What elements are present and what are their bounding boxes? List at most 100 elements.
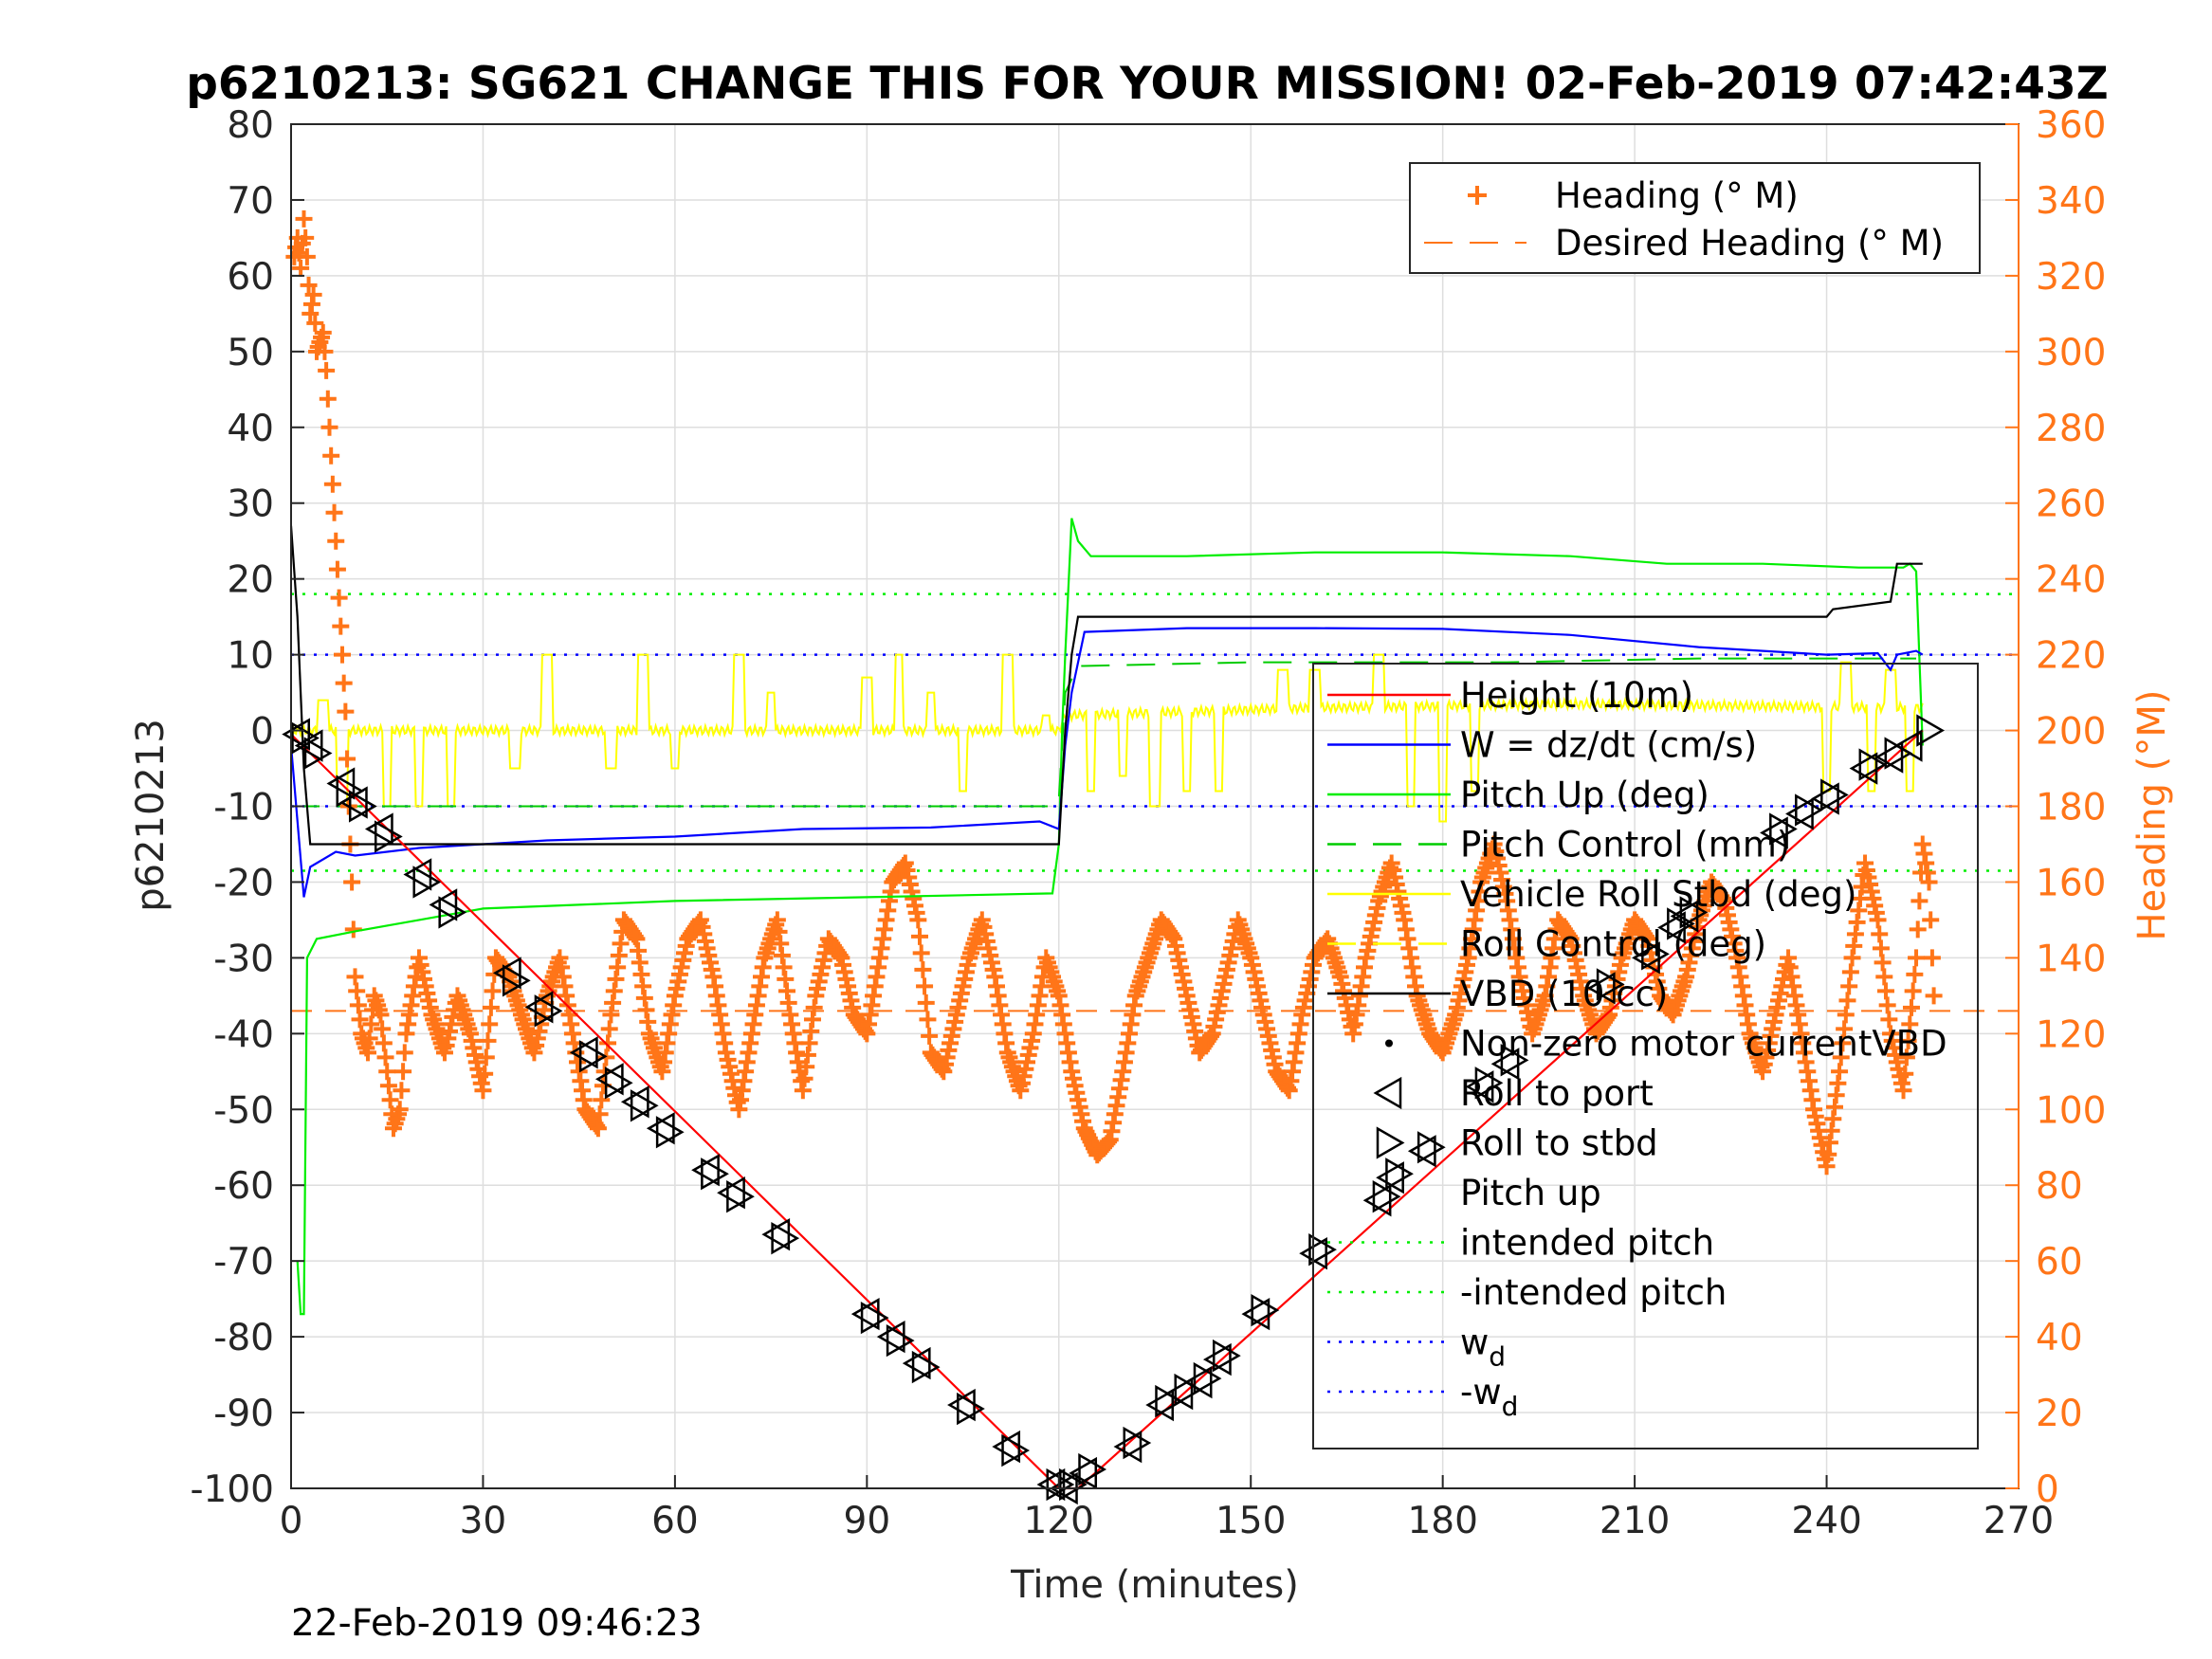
heading-point (1899, 1031, 1917, 1049)
heading-point (332, 617, 350, 635)
heading-point (330, 589, 348, 607)
right-y-tick-label: 40 (2036, 1317, 2083, 1359)
heading-point (919, 1011, 937, 1029)
heading-point (325, 503, 343, 521)
roll-stbd-marker (578, 1040, 608, 1073)
left-y-tick-label: 0 (250, 711, 274, 754)
heading-point (298, 247, 316, 265)
heading-point (314, 323, 332, 341)
heading-point (327, 532, 345, 550)
heading-point (921, 1027, 939, 1045)
roll-stbd-marker (1308, 1233, 1337, 1267)
x-tick-label: 180 (1407, 1500, 1477, 1542)
right-y-tick-label: 320 (2036, 256, 2106, 299)
heading-point (917, 994, 935, 1012)
series-layer (285, 210, 2019, 1490)
roll-stbd-marker (348, 790, 377, 823)
left-y-tick-label: -60 (213, 1165, 274, 1208)
roll-stbd-marker (1385, 1158, 1414, 1191)
left-y-tick-label: 10 (227, 635, 274, 678)
x-tick-label: 0 (280, 1500, 303, 1542)
legend-label: Pitch Up (deg) (1460, 775, 1709, 815)
left-y-tick-label: -50 (213, 1089, 274, 1132)
right-y-tick-label: 220 (2036, 635, 2106, 678)
heading-point (479, 1031, 497, 1049)
roll-stbd-marker (655, 1116, 685, 1149)
roll-stbd-marker (1251, 1293, 1280, 1327)
roll-stbd-marker (1596, 968, 1625, 1001)
heading-point (318, 361, 336, 379)
x-tick-label: 150 (1216, 1500, 1286, 1542)
markers-layer (282, 714, 1946, 1505)
roll-stbd-marker (1858, 748, 1888, 781)
right-y-tick-label: 280 (2036, 408, 2106, 450)
roll-stbd-marker (374, 820, 403, 853)
roll-stbd-marker (1001, 1433, 1031, 1468)
heading-point (1922, 911, 1940, 929)
right-y-tick-label: 120 (2036, 1013, 2106, 1056)
heading-point (1909, 921, 1927, 939)
roll-stbd-marker (911, 1350, 941, 1384)
right-y-tick-label: 260 (2036, 483, 2106, 526)
legend-heading-label: Heading (° M) (1555, 175, 1799, 216)
x-tick-label: 90 (844, 1500, 891, 1542)
heading-point (320, 418, 338, 436)
heading-point (1894, 1082, 1912, 1100)
roll-stbd-marker (1155, 1384, 1184, 1418)
legend-label: Height (10m) (1460, 675, 1693, 716)
heading-point (295, 210, 313, 228)
x-tick-label: 210 (1600, 1500, 1670, 1542)
roll-stbd-marker (1174, 1373, 1203, 1407)
heading-point (1897, 1048, 1915, 1066)
roll-stbd-marker (1059, 1468, 1088, 1502)
legend-label: VBD (10 cc) (1460, 974, 1668, 1014)
roll-stbd-marker (1123, 1426, 1152, 1460)
legend-label: Roll Control (deg) (1460, 924, 1766, 965)
roll-stbd-marker (1884, 737, 1913, 770)
legend-label: W = dz/dt (cm/s) (1460, 725, 1757, 766)
heading-point (1896, 1065, 1914, 1083)
heading-point (300, 276, 318, 294)
roll-stbd-marker (438, 896, 467, 929)
heading-point (393, 1082, 411, 1100)
roll-stbd-marker (957, 1392, 985, 1426)
heading-point (333, 646, 351, 664)
heading-point (1920, 873, 1938, 891)
heading-point (474, 1082, 492, 1100)
x-tick-label: 120 (1024, 1500, 1094, 1542)
roll-stbd-marker (1641, 938, 1670, 971)
heading-point (394, 1063, 412, 1081)
heading-point (328, 560, 346, 578)
roll-stbd-marker (1916, 714, 1946, 747)
roll-stbd-marker (412, 866, 442, 899)
roll-port-marker (492, 957, 521, 990)
right-y-axis-label: Heading (°M) (2130, 690, 2174, 941)
heading-point (337, 702, 355, 720)
right-y-tick-label: 60 (2036, 1241, 2083, 1284)
heading-point (911, 927, 929, 945)
roll-stbd-marker (630, 1089, 659, 1122)
heading-point (290, 244, 308, 262)
heading-point (484, 982, 502, 1000)
right-y-tick-label: 180 (2036, 787, 2106, 830)
pitch-control-series (291, 657, 1916, 808)
heading-point (306, 314, 324, 332)
left-y-axis-label: p6210213 (129, 719, 173, 912)
x-tick-label: 270 (1983, 1500, 2054, 1542)
roll-stbd-marker (771, 1222, 800, 1255)
heading-point (322, 447, 340, 465)
left-y-tick-label: -100 (190, 1468, 274, 1511)
heading-series (285, 210, 1943, 1176)
left-y-tick-label: 30 (227, 483, 274, 526)
legend-swatch (1376, 1126, 1405, 1159)
chart-title: p6210213: SG621 CHANGE THIS FOR YOUR MIS… (186, 58, 2109, 110)
roll-stbd-marker (1820, 778, 1849, 811)
heading-point (477, 1048, 495, 1066)
roll-port-marker (429, 888, 458, 921)
legend-label: Non-zero motor currentVBD (1460, 1024, 1947, 1065)
left-y-tick-label: 80 (227, 104, 274, 147)
heading-point (1902, 998, 1920, 1016)
print-timestamp: 22-Feb-2019 09:46:23 (291, 1602, 703, 1645)
left-y-tick-label: -20 (213, 862, 274, 904)
legend-heading-swatch (1468, 186, 1487, 205)
